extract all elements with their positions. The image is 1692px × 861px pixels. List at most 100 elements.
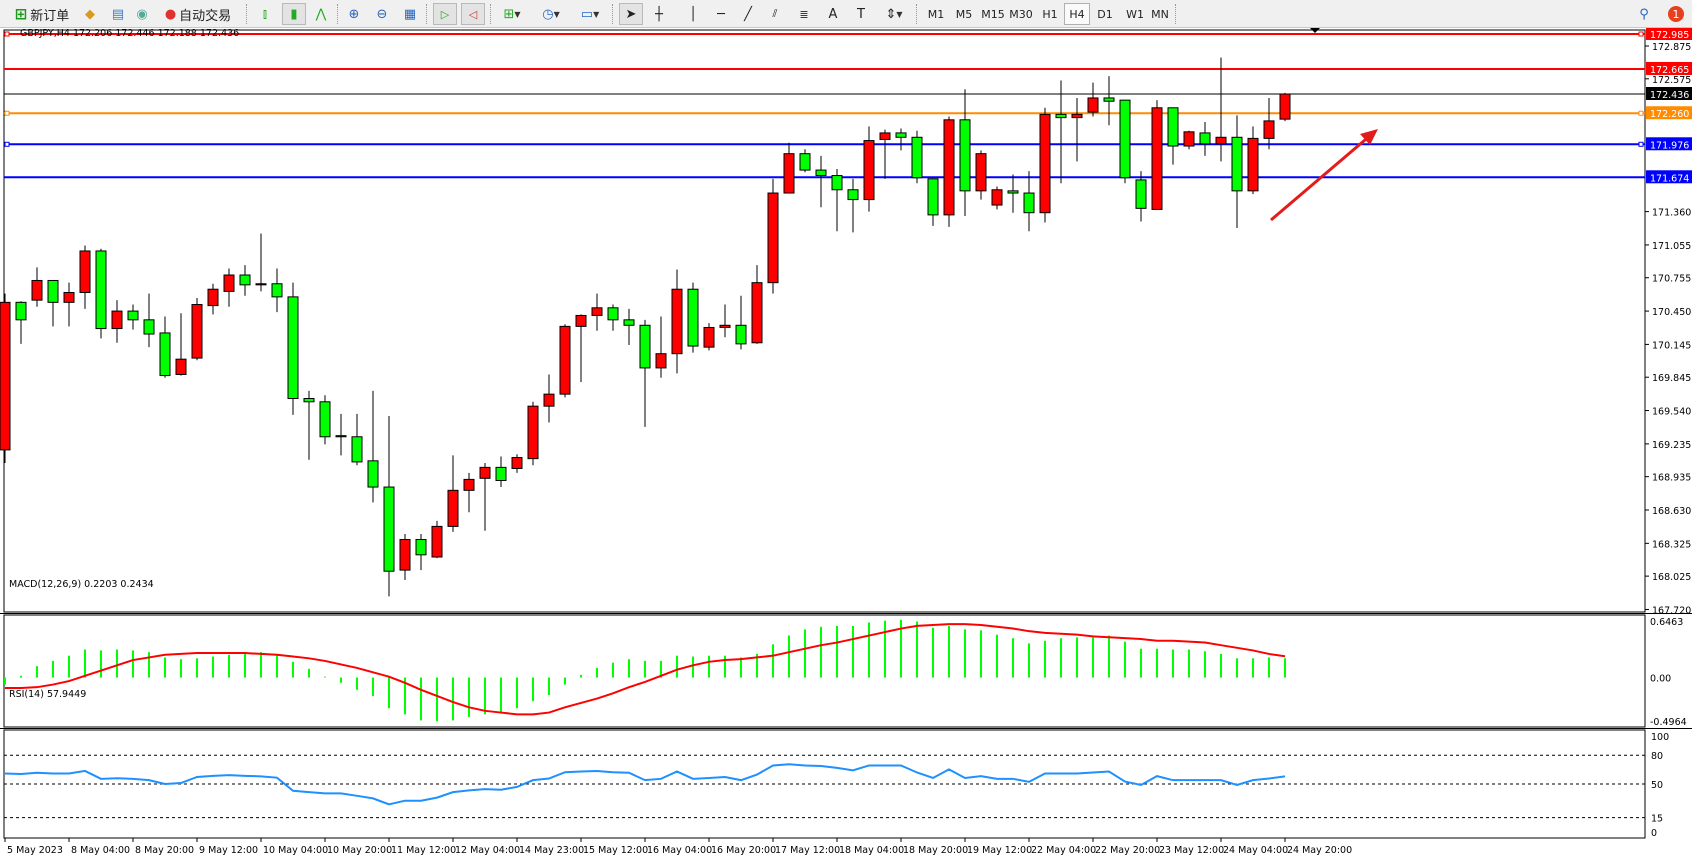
text-label-icon[interactable]: T bbox=[857, 6, 865, 22]
candle bbox=[143, 293, 155, 348]
time-label: 8 May 04:00 bbox=[71, 845, 130, 856]
equidistant-channel-icon[interactable]: ⫽ bbox=[772, 7, 778, 20]
bullish-candle-body bbox=[783, 153, 795, 194]
candle bbox=[607, 304, 619, 331]
candle bbox=[159, 316, 171, 378]
bullish-candle-body bbox=[63, 291, 75, 303]
bearish-candle-body bbox=[335, 435, 347, 438]
candle bbox=[415, 534, 427, 571]
vertical-line-icon[interactable]: │ bbox=[689, 6, 697, 22]
candle bbox=[479, 463, 491, 531]
templates-icon[interactable]: ▭ ▼ bbox=[580, 6, 600, 22]
candle bbox=[1151, 100, 1163, 210]
periods-icon[interactable]: ◷ ▼ bbox=[542, 6, 560, 22]
chart-shift-icon[interactable]: ◁ bbox=[461, 3, 485, 25]
text-icon[interactable]: A bbox=[828, 6, 838, 22]
timeframe-m1[interactable]: M1 bbox=[927, 7, 945, 21]
cursor-icon[interactable]: ➤ bbox=[619, 3, 643, 25]
candle bbox=[175, 313, 187, 376]
time-label: 10 May 20:00 bbox=[327, 845, 392, 856]
price-level-tag bbox=[1646, 28, 1692, 40]
candle bbox=[47, 279, 59, 327]
candle bbox=[303, 390, 315, 460]
price-tick-label: 170.450 bbox=[1652, 307, 1691, 318]
bullish-candle-body bbox=[543, 393, 555, 407]
bearish-candle-body bbox=[495, 466, 507, 481]
bearish-candle-body bbox=[1007, 190, 1019, 194]
chart-window[interactable]: 172.985 172.665 172.436 172.260 171.976 171.6… bbox=[0, 28, 1692, 861]
candle bbox=[879, 129, 891, 179]
fibonacci-icon[interactable]: ≣ bbox=[799, 7, 809, 21]
price-tick-label: 169.235 bbox=[1652, 440, 1691, 451]
crosshair-icon[interactable]: ┼ bbox=[655, 6, 663, 22]
candle bbox=[1231, 115, 1243, 229]
bearish-candle-body bbox=[1231, 136, 1243, 192]
time-label: 11 May 12:00 bbox=[391, 845, 456, 856]
horizontal-line-icon[interactable]: ─ bbox=[717, 6, 725, 22]
bullish-candle-body bbox=[1039, 113, 1051, 214]
candlesticks bbox=[0, 57, 1291, 597]
line-chart-icon[interactable]: ⋀ bbox=[315, 6, 327, 22]
timeframe-mn[interactable]: MN bbox=[1151, 7, 1169, 21]
bearish-candle-body bbox=[1167, 107, 1179, 147]
rsi-tick-label: 15 bbox=[1651, 814, 1663, 825]
candle bbox=[911, 130, 923, 184]
annotation-arrow[interactable] bbox=[1270, 132, 1373, 222]
time-label: 24 May 20:00 bbox=[1287, 845, 1352, 856]
price-level-label: 172.665 bbox=[1650, 65, 1689, 76]
candle bbox=[847, 178, 859, 233]
price-level-label: 171.674 bbox=[1650, 173, 1689, 184]
time-label: 9 May 12:00 bbox=[199, 845, 258, 856]
price-tick-label: 171.360 bbox=[1652, 208, 1691, 219]
timeframe-w1[interactable]: W1 bbox=[1126, 7, 1144, 21]
timeframe-h1[interactable]: H1 bbox=[1042, 7, 1058, 21]
tile-windows-icon[interactable]: ▦ bbox=[403, 6, 417, 22]
timeframe-m30[interactable]: M30 bbox=[1009, 7, 1033, 21]
candle bbox=[127, 304, 139, 330]
chart-shift-marker[interactable] bbox=[1310, 28, 1320, 33]
time-label: 16 May 04:00 bbox=[647, 845, 712, 856]
metaeditor-icon[interactable]: ◆ bbox=[85, 6, 95, 22]
arrows-icon[interactable]: ⇕ ▼ bbox=[885, 6, 903, 22]
autoscroll-icon[interactable]: ▷ bbox=[433, 3, 457, 25]
zoom-in-icon[interactable]: ⊕ bbox=[348, 6, 360, 22]
bearish-candle-body bbox=[15, 301, 27, 321]
price-level-tag bbox=[1646, 170, 1692, 184]
separator bbox=[337, 4, 339, 24]
search-icon[interactable]: ⚲ bbox=[1639, 6, 1649, 22]
timeframe-d1[interactable]: D1 bbox=[1097, 7, 1113, 21]
candle bbox=[991, 186, 1003, 210]
new-order-button[interactable]: ⊞ 新订单 bbox=[12, 3, 72, 25]
auto-trading-button[interactable]: ● 自动交易 bbox=[160, 3, 236, 25]
bearish-candle-body bbox=[1135, 179, 1147, 209]
candle bbox=[1183, 130, 1195, 150]
history-icon[interactable]: ▤ bbox=[111, 6, 125, 22]
trendline-icon[interactable]: ╱ bbox=[744, 6, 752, 22]
bullish-candle-body bbox=[863, 140, 875, 201]
price-tick-label: 171.055 bbox=[1652, 241, 1691, 252]
candle bbox=[15, 301, 27, 344]
candle bbox=[431, 520, 443, 559]
timeframe-m5[interactable]: M5 bbox=[955, 7, 973, 21]
bullish-candle-body bbox=[1215, 136, 1227, 145]
candle bbox=[319, 395, 331, 445]
zoom-out-icon[interactable]: ⊖ bbox=[376, 6, 388, 22]
bullish-candle-body bbox=[31, 279, 43, 301]
candle bbox=[1103, 76, 1115, 126]
timeframe-h4[interactable]: H4 bbox=[1064, 3, 1090, 25]
bearish-candle-body bbox=[303, 398, 315, 403]
candlestick-icon[interactable]: ▮ bbox=[282, 3, 306, 25]
candle bbox=[399, 534, 411, 580]
timeframe-m15[interactable]: M15 bbox=[981, 7, 1005, 21]
signals-icon[interactable]: ◉ bbox=[136, 6, 148, 22]
bar-chart-icon[interactable]: ⫾ bbox=[262, 6, 268, 22]
bearish-candle-body bbox=[831, 175, 843, 191]
rsi-title: RSI(14) 57.9449 bbox=[9, 689, 86, 700]
horizontal-levels: 172.985 172.665 172.436 172.260 171.976 171.6… bbox=[4, 28, 1692, 184]
rsi-pane: 100 80 50 15 0 bbox=[4, 732, 1669, 839]
notifications-icon[interactable]: 1 bbox=[1664, 3, 1688, 25]
bearish-candle-body bbox=[607, 307, 619, 321]
candle bbox=[1199, 121, 1211, 156]
bearish-candle-body bbox=[799, 153, 811, 171]
indicators-icon[interactable]: ⊞ ▼ bbox=[503, 6, 521, 22]
